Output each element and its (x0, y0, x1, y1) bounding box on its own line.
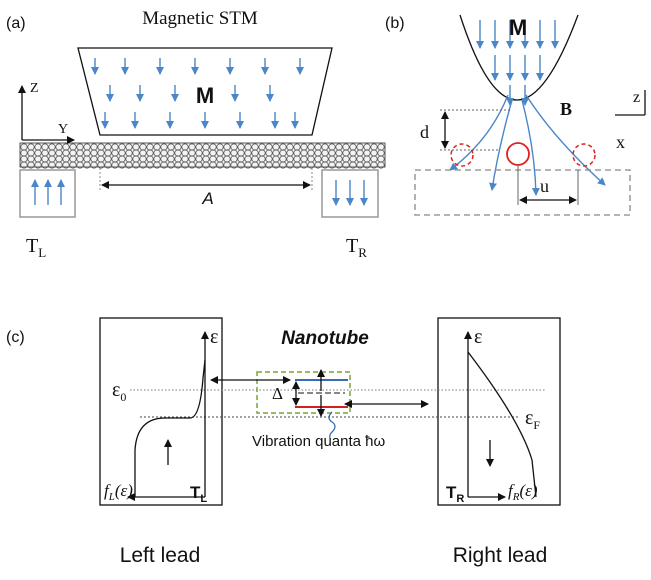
right-caption: Right lead (453, 544, 548, 567)
right-distribution-label: fR(ε) (508, 481, 538, 503)
z-axis-label: Z (30, 81, 39, 96)
substrate (415, 170, 630, 215)
spin (507, 143, 529, 165)
splitting-label: Δ (272, 384, 283, 403)
z-axis-label: z (633, 89, 640, 106)
panel-label: (a) (6, 15, 26, 32)
left-caption: Left lead (120, 544, 201, 567)
figure: (a) Magnetic STM M A Z Y TL TR (b) M (0, 0, 651, 580)
nanotube (20, 143, 385, 168)
left-distribution-label: fL(ε) (104, 481, 133, 503)
fermi-level-label: εF (525, 407, 540, 432)
field-label: B (560, 99, 572, 119)
panel-b: (b) M B d u z x (385, 15, 645, 215)
left-distribution (135, 360, 205, 497)
panel-a: (a) Magnetic STM M A Z Y TL TR (6, 8, 385, 260)
title: Nanotube (281, 328, 369, 349)
energy-axis-label: ε (474, 326, 482, 348)
left-lead-label: TL (26, 235, 46, 260)
right-lead-label: TR (446, 483, 464, 505)
magnet-label: M (196, 83, 214, 108)
length-label: A (201, 189, 213, 208)
left-box (100, 318, 222, 505)
tip-label: M (509, 15, 527, 40)
panel-c: (c) Nanotube ε ε0 fL(ε) TL Left lead ε ε… (6, 318, 560, 567)
title: Magnetic STM (142, 8, 258, 29)
right-lead-label: TR (346, 235, 367, 260)
dot-level-label: ε0 (112, 379, 126, 404)
spin (451, 144, 473, 166)
panel-label: (c) (6, 329, 25, 346)
offset-label: u (540, 176, 549, 196)
panel-label: (b) (385, 15, 405, 32)
height-label: d (420, 122, 429, 142)
lead-arrows (35, 180, 364, 205)
spin (573, 144, 595, 166)
y-axis-label: Y (58, 122, 68, 137)
vibration-label: Vibration quanta ħω (252, 433, 385, 450)
right-box (438, 318, 560, 505)
energy-axis-label: ε (210, 326, 218, 348)
x-axis-label: x (616, 132, 625, 152)
